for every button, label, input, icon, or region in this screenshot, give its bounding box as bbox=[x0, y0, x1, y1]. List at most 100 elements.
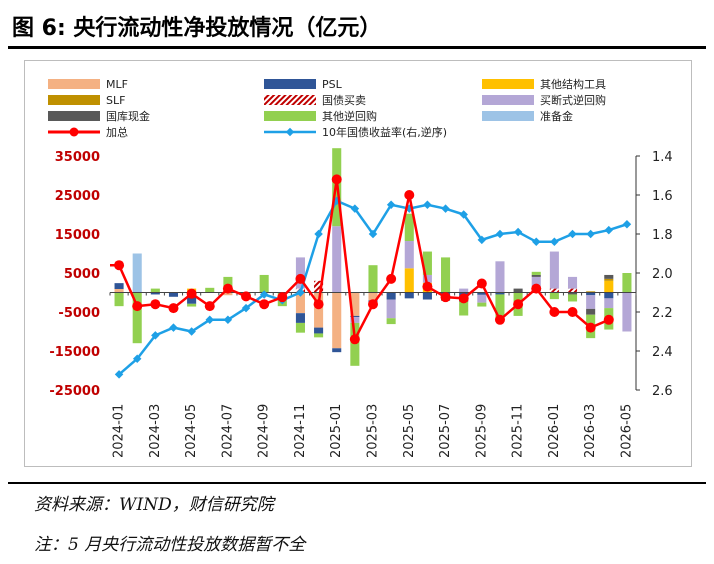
yield-point bbox=[495, 229, 505, 239]
bar-reserve bbox=[132, 253, 142, 293]
bar-treasury_cash bbox=[604, 274, 614, 279]
x-tick-label: 2026-01 bbox=[547, 404, 562, 458]
x-tick-label: 2025-05 bbox=[402, 404, 417, 458]
total-point bbox=[549, 307, 560, 317]
legend-swatch-bond_trade bbox=[264, 95, 316, 105]
bar-outright_reverse_repo bbox=[586, 295, 596, 309]
yield-point bbox=[568, 229, 577, 239]
bar-outright_reverse_repo bbox=[604, 298, 614, 309]
page-title: 图 6: 央行流动性净投放情况（亿元） bbox=[12, 16, 382, 41]
bar-MLF bbox=[114, 288, 124, 293]
yield-point bbox=[205, 315, 215, 325]
bar-other_reverse_repo bbox=[531, 271, 541, 275]
yield-point bbox=[169, 323, 178, 332]
bar-PSL bbox=[332, 348, 342, 353]
bar-other_reverse_repo bbox=[404, 213, 414, 242]
bar-outright_reverse_repo bbox=[295, 257, 305, 289]
bar-PSL bbox=[422, 292, 432, 300]
legend-swatch-reserve bbox=[482, 111, 534, 121]
bar-other_reverse_repo bbox=[549, 292, 559, 300]
yield-point bbox=[151, 331, 160, 340]
bar-PSL bbox=[586, 292, 596, 296]
footer-divider bbox=[8, 482, 706, 484]
yield-point bbox=[423, 200, 432, 209]
legend-label-other_reverse_repo: 其他逆回购 bbox=[322, 109, 377, 123]
total-point bbox=[295, 273, 306, 284]
total-point bbox=[114, 260, 125, 271]
y2-tick-label: 2.0 bbox=[652, 267, 673, 282]
yield-point bbox=[296, 288, 305, 297]
bar-outright_reverse_repo bbox=[549, 251, 559, 289]
bar-PSL bbox=[386, 292, 396, 300]
bar-other_reverse_repo bbox=[477, 302, 487, 307]
bar-MLF bbox=[368, 292, 378, 301]
legend-label-MLF: MLF bbox=[106, 78, 128, 91]
bar-other_reverse_repo bbox=[567, 294, 578, 302]
bar-treasury_cash bbox=[567, 292, 578, 295]
legend-swatch-MLF bbox=[48, 79, 100, 89]
legend-label-PSL: PSL bbox=[322, 78, 343, 91]
bar-outright_reverse_repo bbox=[622, 292, 632, 332]
bar-MLF bbox=[295, 292, 305, 314]
total-point bbox=[222, 283, 233, 294]
total-point bbox=[168, 303, 179, 314]
bar-outright_reverse_repo bbox=[350, 317, 360, 323]
y2-tick-label: 2.4 bbox=[652, 345, 673, 360]
bar-MLF bbox=[314, 292, 324, 328]
yield-point bbox=[459, 210, 468, 219]
legend-label-reserve: 准备金 bbox=[540, 109, 573, 123]
bar-PSL bbox=[477, 292, 487, 295]
bar-PSL bbox=[495, 292, 505, 295]
legend-marker-total bbox=[69, 127, 79, 137]
bar-other_tools bbox=[604, 280, 614, 293]
bar-other_reverse_repo bbox=[459, 301, 469, 316]
total-point bbox=[531, 283, 542, 294]
total-point bbox=[585, 322, 596, 333]
total-point bbox=[132, 301, 143, 312]
y2-tick-label: 1.6 bbox=[652, 189, 673, 204]
yield-point bbox=[259, 290, 269, 299]
bar-PSL bbox=[114, 283, 124, 289]
yield-point bbox=[604, 225, 614, 235]
bar-outright_reverse_repo bbox=[459, 288, 469, 293]
yield-point bbox=[368, 229, 378, 239]
x-tick-label: 2024-09 bbox=[257, 404, 272, 458]
total-point bbox=[567, 307, 578, 317]
total-point bbox=[368, 299, 378, 310]
source-note: 资料来源：WIND，财信研究院 bbox=[34, 495, 274, 515]
total-point bbox=[603, 314, 614, 325]
yield-point bbox=[477, 235, 487, 245]
legend-swatch-other_tools bbox=[482, 79, 534, 89]
bar-other_reverse_repo bbox=[368, 265, 378, 293]
legend-label-bond_trade: 国债买卖 bbox=[322, 93, 366, 107]
bar-SLF bbox=[586, 291, 596, 293]
legend-label-yield: 10年国债收益率(右,逆序) bbox=[322, 125, 447, 139]
yield-point bbox=[550, 237, 559, 247]
total-point bbox=[404, 190, 415, 200]
x-tick-label: 2024-07 bbox=[220, 404, 235, 458]
total-point bbox=[259, 299, 270, 310]
bar-bond_trade bbox=[567, 288, 578, 293]
total-point bbox=[476, 278, 487, 289]
bar-other_reverse_repo bbox=[150, 288, 160, 293]
y-tick-label: -15000 bbox=[49, 345, 100, 360]
y-tick-label: 25000 bbox=[55, 189, 100, 204]
legend-marker-yield bbox=[285, 127, 295, 137]
legend-swatch-PSL bbox=[264, 79, 316, 89]
bar-bond_trade bbox=[549, 288, 559, 293]
yield-point bbox=[132, 354, 142, 364]
bar-other_reverse_repo bbox=[187, 303, 197, 307]
bar-other_reverse_repo bbox=[495, 294, 505, 320]
bar-PSL bbox=[350, 315, 360, 318]
bar-outright_reverse_repo bbox=[477, 294, 487, 303]
total-point bbox=[277, 292, 288, 303]
total-point bbox=[331, 174, 342, 185]
y-tick-label: 15000 bbox=[55, 228, 100, 243]
bar-PSL bbox=[604, 292, 614, 299]
total-point bbox=[150, 299, 161, 310]
y2-tick-label: 2.2 bbox=[652, 306, 673, 321]
bar-other_reverse_repo bbox=[114, 292, 124, 307]
y-tick-label: 5000 bbox=[64, 267, 100, 282]
bar-SLF bbox=[604, 278, 614, 281]
